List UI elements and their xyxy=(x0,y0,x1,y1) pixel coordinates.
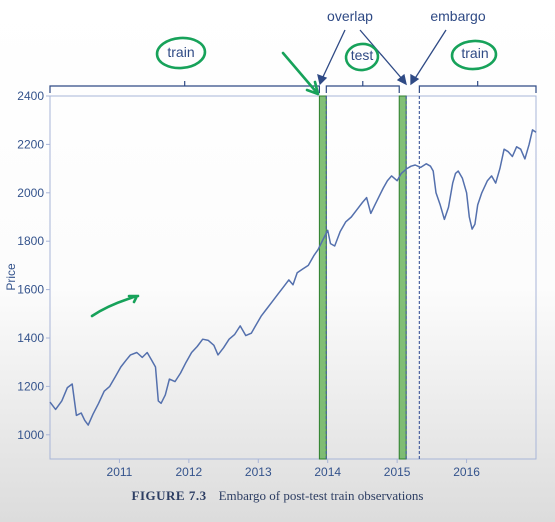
x-tick-label: 2011 xyxy=(107,465,133,479)
bracket-1 xyxy=(325,81,400,93)
figure-caption: FIGURE 7.3 Embargo of post-test train obs… xyxy=(0,488,555,504)
plot-area xyxy=(49,95,537,460)
y-tick-label: 1600 xyxy=(17,283,44,297)
y-axis-title: Price xyxy=(4,263,18,291)
x-axis: 2011 2012 2013 2014 2015 2016 xyxy=(107,459,480,479)
overlap-arrow-head xyxy=(317,73,328,86)
annotation-test: test xyxy=(351,47,374,63)
figure-number: FIGURE 7.3 xyxy=(131,488,207,503)
overlap-arrow xyxy=(321,29,346,80)
handwritten-annotations xyxy=(90,36,498,318)
y-tick-label: 2200 xyxy=(17,137,44,151)
embargo-arrow-left-head xyxy=(396,73,407,86)
annotation-embargo: embargo xyxy=(430,8,485,24)
x-tick-label: 2014 xyxy=(314,465,341,479)
band-overlap xyxy=(318,95,327,460)
y-tick-label: 1400 xyxy=(17,331,44,345)
x-tick-label: 2015 xyxy=(384,465,411,479)
x-tick-label: 2016 xyxy=(453,465,480,479)
y-axis: 1000 1200 1400 1600 1800 2000 2200 2400 xyxy=(17,89,50,442)
circle-test-mark xyxy=(344,42,380,72)
band-embargo xyxy=(398,95,407,460)
annotation-train-left: train xyxy=(167,44,194,60)
price-series-line xyxy=(49,129,537,426)
bracket-2 xyxy=(418,81,537,93)
y-tick-label: 2000 xyxy=(17,186,44,200)
annotation-train-right: train xyxy=(461,45,488,61)
segment-brackets xyxy=(49,81,537,93)
y-tick-label: 2400 xyxy=(17,89,44,103)
annotation-arrows xyxy=(317,29,447,86)
y-tick-label: 1000 xyxy=(17,428,44,442)
embargo-arrow-right-head xyxy=(410,73,420,86)
embargo-arrow-right xyxy=(413,29,447,81)
y-tick-label: 1200 xyxy=(17,379,44,393)
annotation-overlap: overlap xyxy=(327,8,373,24)
y-tick-label: 1800 xyxy=(17,234,44,248)
circle-train-right-mark xyxy=(450,39,498,71)
x-tick-label: 2012 xyxy=(176,465,203,479)
embargo-arrow-left xyxy=(359,29,404,81)
figure-caption-text: Embargo of post-test train observations xyxy=(218,488,424,503)
dashed-boundaries xyxy=(325,96,420,459)
bracket-0 xyxy=(49,81,320,93)
highlight-bands xyxy=(318,95,407,460)
green-squiggle-mark xyxy=(90,294,140,318)
x-tick-label: 2013 xyxy=(245,465,272,479)
circle-train-left-mark xyxy=(155,36,207,70)
green-arrow-mark xyxy=(281,51,320,96)
